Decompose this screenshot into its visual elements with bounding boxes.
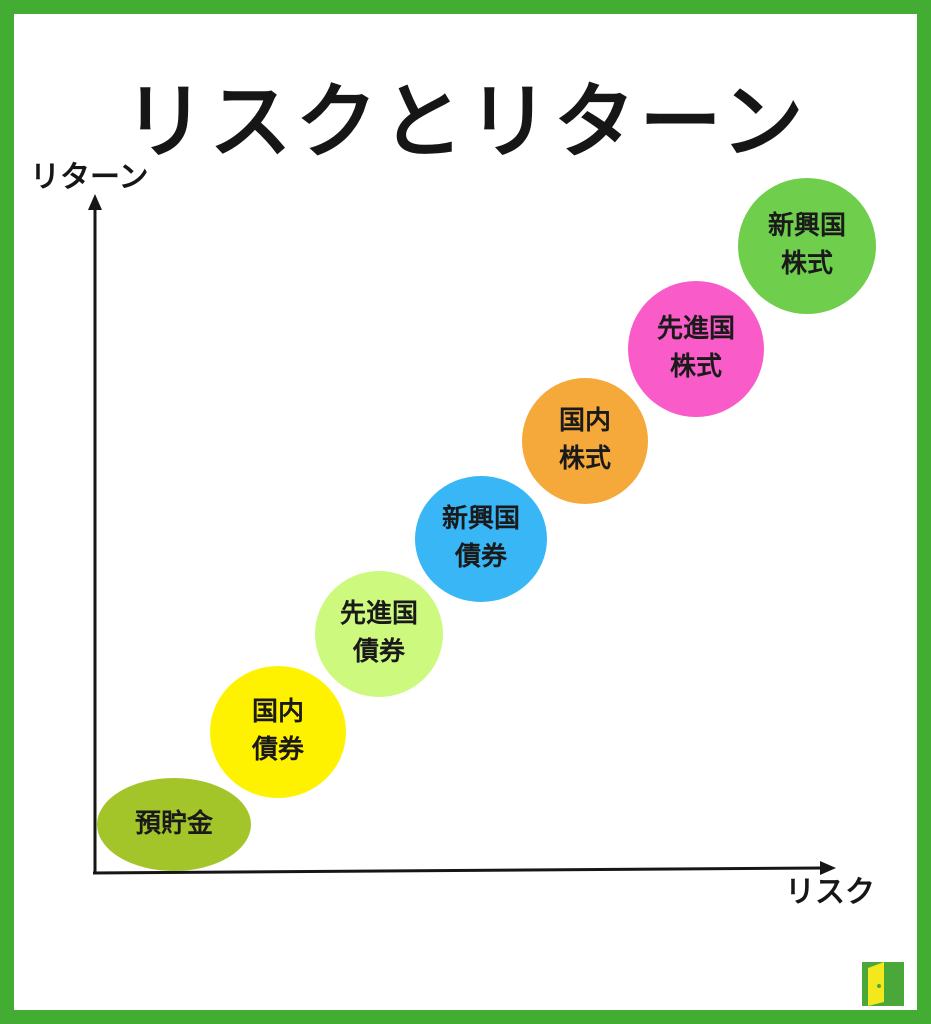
bubble-emerging-bonds: 新興国 債券 (415, 476, 547, 602)
x-axis-label: リスク (785, 875, 875, 910)
x-axis-line (92, 866, 823, 875)
bubble-developed-stocks: 先進国 株式 (628, 281, 764, 417)
investment-site-logo-icon (862, 962, 904, 1006)
page-title: リスクとリターン (123, 75, 808, 170)
y-axis-label: リターン (30, 160, 149, 195)
bubble-domestic-bonds: 国内 債券 (210, 666, 346, 798)
x-axis-arrow-icon (820, 861, 836, 875)
bubble-emerging-stocks: 新興国 株式 (738, 178, 876, 314)
bubble-domestic-stocks: 国内 株式 (522, 378, 648, 504)
y-axis-arrow-icon (88, 194, 102, 210)
bubble-savings: 預貯金 (97, 778, 251, 871)
bubble-developed-bonds: 先進国 債券 (315, 571, 443, 697)
